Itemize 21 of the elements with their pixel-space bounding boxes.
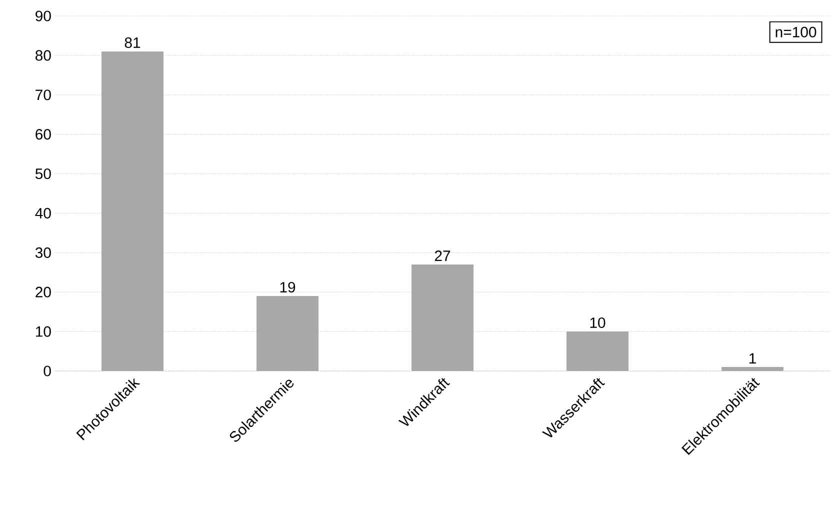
bar xyxy=(102,51,164,371)
y-tick-label: 50 xyxy=(35,168,51,180)
y-tick-label: 30 xyxy=(35,247,51,258)
data-label: 81 xyxy=(124,37,140,48)
y-tick-label: 20 xyxy=(36,286,51,298)
y-tick-label: 40 xyxy=(35,208,51,218)
y-tick-label: 90 xyxy=(36,10,51,22)
y-tick-label: 0 xyxy=(44,366,51,376)
data-label: 10 xyxy=(590,317,606,328)
annotation: n=100 xyxy=(776,26,816,38)
data-label: 19 xyxy=(280,282,296,293)
y-tick-label: 10 xyxy=(36,326,51,337)
bar xyxy=(412,264,474,371)
y-tick-label: 70 xyxy=(36,90,51,100)
data-label: 27 xyxy=(434,250,450,261)
y-tick-label: 80 xyxy=(36,50,51,61)
bar xyxy=(566,332,629,371)
bar xyxy=(256,296,319,371)
y-tick-label: 60 xyxy=(36,129,51,140)
bar xyxy=(722,367,784,371)
data-label: 1 xyxy=(749,353,756,364)
